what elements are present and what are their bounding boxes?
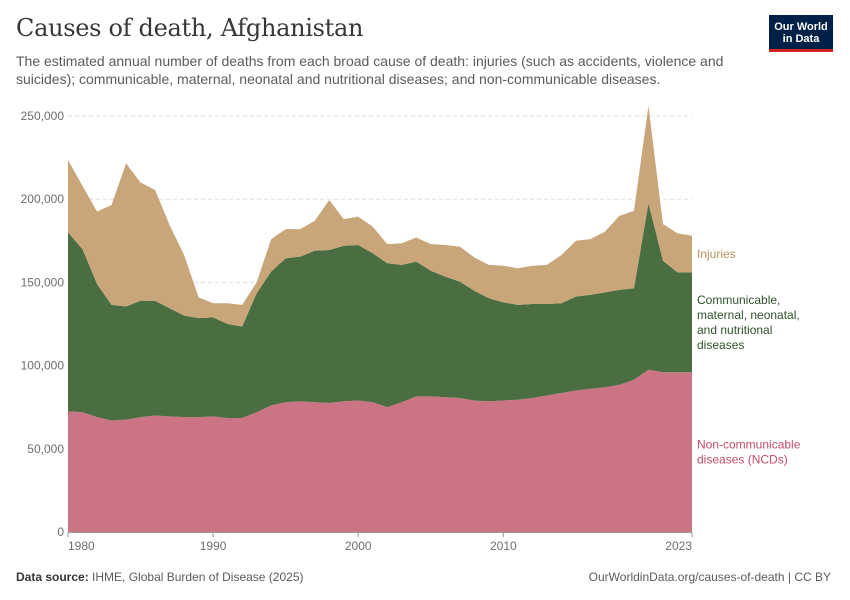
chart-title: Causes of death, Afghanistan bbox=[16, 14, 364, 42]
owid-logo[interactable]: Our World in Data bbox=[769, 15, 833, 52]
data-source-text: IHME, Global Burden of Disease (2025) bbox=[92, 570, 304, 584]
y-tick-label: 150,000 bbox=[21, 275, 65, 289]
area-series-0[interactable] bbox=[68, 369, 692, 532]
series-label-2[interactable]: Injuries bbox=[697, 247, 736, 261]
axes: 0 50,000 100,000 150,000 200,000 250,000 1980 1… bbox=[21, 109, 693, 553]
series-label-line: Non-communicable bbox=[697, 438, 801, 452]
series-label-line: maternal, neonatal, bbox=[697, 308, 800, 322]
series-label-1[interactable]: Communicable, maternal, neonatal, and nutr… bbox=[697, 293, 800, 352]
logo-line-2: in Data bbox=[782, 33, 820, 45]
x-tick-label: 2010 bbox=[490, 539, 517, 553]
logo-line-1: Our World bbox=[774, 21, 828, 33]
area-series-2[interactable] bbox=[68, 106, 692, 327]
y-tick-label: 250,000 bbox=[21, 109, 65, 123]
chart-subtitle: The estimated annual number of deaths fr… bbox=[16, 53, 724, 87]
y-tick-label: 0 bbox=[57, 525, 64, 539]
series-labels: Non-communicable diseases (NCDs) Communica… bbox=[697, 247, 801, 467]
stacked-area-chart: 0 50,000 100,000 150,000 200,000 250,000 1980 1… bbox=[21, 106, 801, 553]
data-source-label: Data source: bbox=[16, 570, 89, 584]
series-label-0[interactable]: Non-communicable diseases (NCDs) bbox=[697, 438, 801, 467]
y-tick-label: 100,000 bbox=[21, 359, 65, 373]
data-source: Data source: IHME, Global Burden of Dise… bbox=[16, 570, 303, 584]
area-series-layer bbox=[68, 106, 692, 532]
x-tick-label: 1990 bbox=[200, 539, 227, 553]
series-label-line: Communicable, bbox=[697, 293, 780, 307]
y-tick-label: 50,000 bbox=[27, 442, 64, 456]
y-tick-label: 200,000 bbox=[21, 192, 65, 206]
x-tick-label: 2000 bbox=[345, 539, 372, 553]
series-label-line: and nutritional bbox=[697, 323, 772, 337]
x-tick-label: 1980 bbox=[68, 539, 95, 553]
x-tick-label: 2023 bbox=[665, 539, 692, 553]
credit-link[interactable]: OurWorldinData.org/causes-of-death | CC … bbox=[588, 570, 831, 584]
series-label-line: diseases (NCDs) bbox=[697, 453, 788, 467]
area-series-1[interactable] bbox=[68, 203, 692, 421]
series-label-line: Injuries bbox=[697, 247, 736, 261]
series-label-line: diseases bbox=[697, 338, 744, 352]
